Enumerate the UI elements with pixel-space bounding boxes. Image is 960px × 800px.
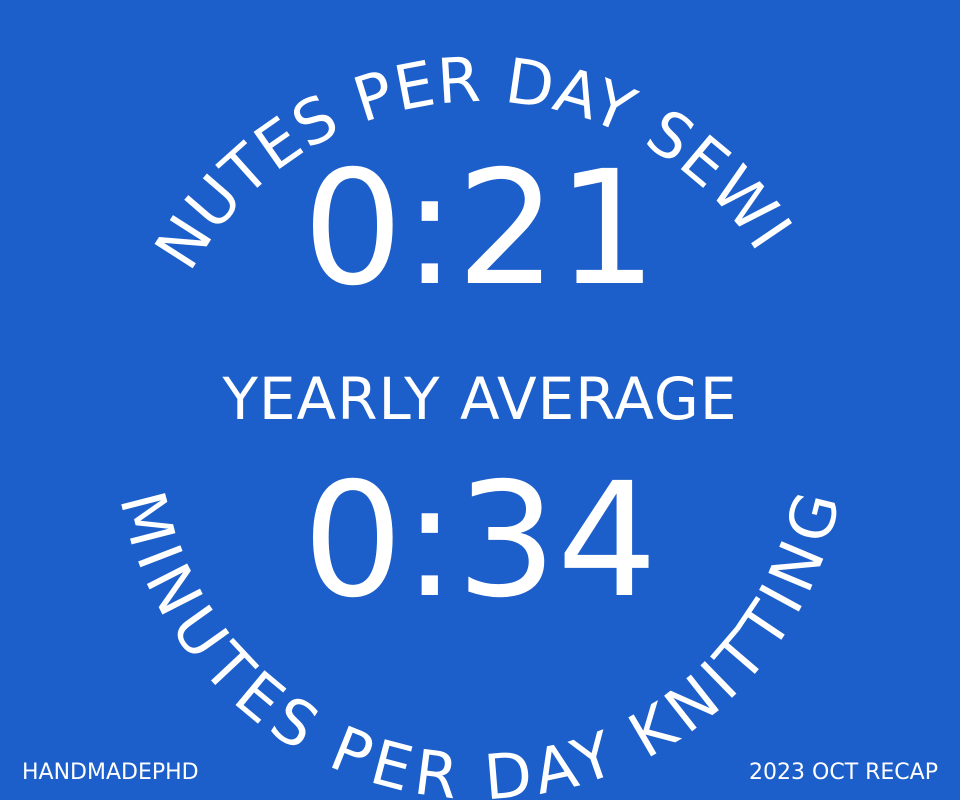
brand-label: HANDMADEPHD <box>22 760 199 785</box>
sewing-minutes-value: 0:21 <box>302 137 658 321</box>
knitting-minutes-value: 0:34 <box>302 449 658 633</box>
yearly-average-label: YEARLY AVERAGE <box>222 365 738 433</box>
recap-label: 2023 OCT RECAP <box>749 760 938 785</box>
